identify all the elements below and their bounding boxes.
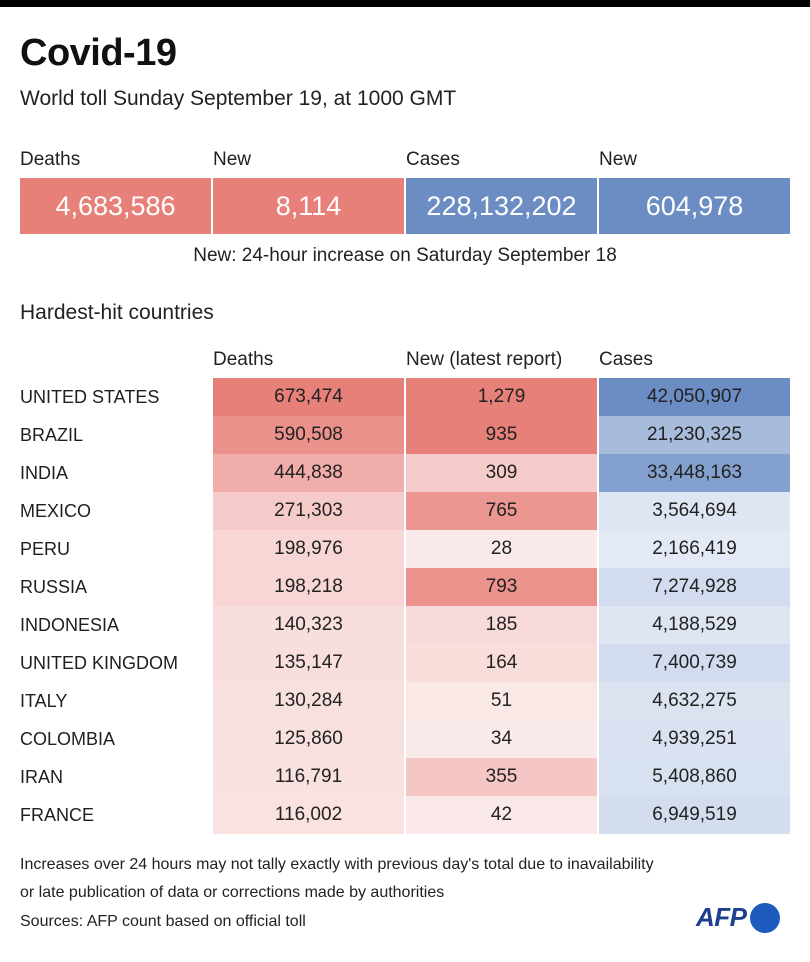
deaths-cell: 116,791 xyxy=(213,758,404,796)
cases-cell: 6,949,519 xyxy=(599,796,790,834)
column-header-deaths: Deaths xyxy=(213,349,274,370)
deaths-cell: 130,284 xyxy=(213,682,404,720)
cases-cell: 5,408,860 xyxy=(599,758,790,796)
cases-cell: 4,188,529 xyxy=(599,606,790,644)
afp-logo-text: AFP xyxy=(696,902,747,932)
summary-cases-box: 228,132,202 xyxy=(406,178,597,234)
deaths-cell: 116,002 xyxy=(213,796,404,834)
table-title: Hardest-hit countries xyxy=(20,301,214,324)
column-header-cases: Cases xyxy=(599,349,653,370)
country-label: INDIA xyxy=(20,463,69,483)
new-deaths-cell: 309 xyxy=(406,454,597,492)
summary-label-deaths: Deaths xyxy=(20,149,81,170)
summary-label-cases: Cases xyxy=(406,149,460,170)
country-label: ITALY xyxy=(20,691,68,711)
afp-logo-dot-icon xyxy=(749,902,780,933)
new-deaths-cell: 42 xyxy=(406,796,597,834)
deaths-cell: 125,860 xyxy=(213,720,404,758)
deaths-cell: 444,838 xyxy=(213,454,404,492)
cases-cell: 7,274,928 xyxy=(599,568,790,606)
deaths-cell: 198,218 xyxy=(213,568,404,606)
cases-cell: 4,632,275 xyxy=(599,682,790,720)
page-title: Covid-19 xyxy=(20,32,177,74)
new-deaths-cell: 765 xyxy=(406,492,597,530)
summary-label-new-cases: New xyxy=(599,149,638,170)
page-subtitle: World toll Sunday September 19, at 1000 … xyxy=(20,87,457,110)
country-label: UNITED STATES xyxy=(20,387,160,407)
country-label: INDONESIA xyxy=(20,615,120,635)
cases-cell: 7,400,739 xyxy=(599,644,790,682)
deaths-cell: 673,474 xyxy=(213,378,404,416)
new-deaths-cell: 34 xyxy=(406,720,597,758)
cases-cell: 21,230,325 xyxy=(599,416,790,454)
deaths-cell: 198,976 xyxy=(213,530,404,568)
summary-label-new-deaths: New xyxy=(213,149,252,170)
new-deaths-cell: 51 xyxy=(406,682,597,720)
new-deaths-cell: 793 xyxy=(406,568,597,606)
country-label: FRANCE xyxy=(20,805,95,825)
deaths-cell: 135,147 xyxy=(213,644,404,682)
deaths-cell: 271,303 xyxy=(213,492,404,530)
new-deaths-cell: 28 xyxy=(406,530,597,568)
country-label: COLOMBIA xyxy=(20,729,116,749)
cases-cell: 42,050,907 xyxy=(599,378,790,416)
footnote-line-1: Increases over 24 hours may not tally ex… xyxy=(20,856,654,873)
new-deaths-cell: 935 xyxy=(406,416,597,454)
cases-cell: 2,166,419 xyxy=(599,530,790,568)
summary-new-cases-box: 604,978 xyxy=(599,178,790,234)
cases-cell: 33,448,163 xyxy=(599,454,790,492)
deaths-cell: 140,323 xyxy=(213,606,404,644)
deaths-cell: 590,508 xyxy=(213,416,404,454)
country-label: IRAN xyxy=(20,767,64,787)
summary-note: New: 24-hour increase on Saturday Septem… xyxy=(193,245,617,266)
country-label: RUSSIA xyxy=(20,577,88,597)
cases-cell: 3,564,694 xyxy=(599,492,790,530)
cases-cell: 4,939,251 xyxy=(599,720,790,758)
new-deaths-cell: 1,279 xyxy=(406,378,597,416)
footnote-line-2: or late publication of data or correctio… xyxy=(20,884,445,901)
sources-note: Sources: AFP count based on official tol… xyxy=(20,913,306,930)
summary-new-deaths-box: 8,114 xyxy=(213,178,404,234)
afp-logo: AFP xyxy=(696,902,780,933)
country-label: UNITED KINGDOM xyxy=(20,653,179,673)
column-header-new: New (latest report) xyxy=(406,349,563,370)
country-label: BRAZIL xyxy=(20,425,84,445)
new-deaths-cell: 185 xyxy=(406,606,597,644)
top-bar xyxy=(0,0,810,7)
new-deaths-cell: 164 xyxy=(406,644,597,682)
new-deaths-cell: 355 xyxy=(406,758,597,796)
country-label: PERU xyxy=(20,539,71,559)
summary-deaths-box: 4,683,586 xyxy=(20,178,211,234)
country-label: MEXICO xyxy=(20,501,92,521)
